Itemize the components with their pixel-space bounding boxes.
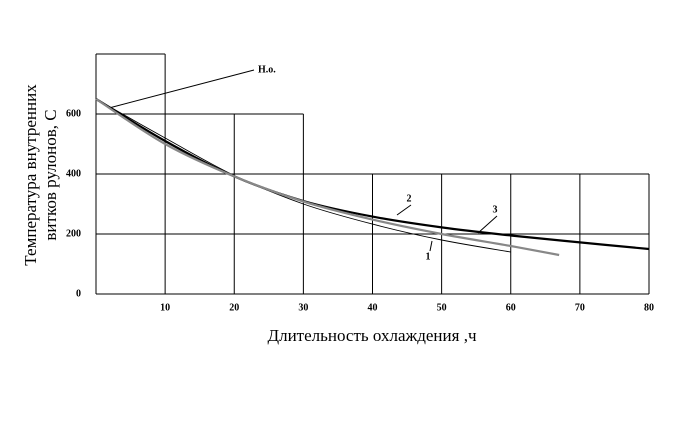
annotation-leader [108,69,255,109]
y-tick-label: 400 [66,168,81,179]
x-tick-label: 10 [160,302,170,313]
annotation: Н.о. [258,64,276,75]
x-axis-title: Длительность охлаждения ,ч [268,326,477,345]
series-label-leader [477,215,498,234]
x-tick-label: 60 [506,302,516,313]
y-axis-title: витков рулонов, С [41,109,60,240]
series-label-leader [429,240,433,252]
series-label: 1 [426,251,431,262]
y-tick-label: 200 [66,228,81,239]
y-tick-label: 600 [66,108,81,119]
series-line [95,98,650,251]
y-tick-label: 0 [76,288,81,299]
x-tick-label: 40 [368,302,378,313]
x-tick-label: 20 [229,302,239,313]
x-tick-label: 30 [298,302,308,313]
series-label: 2 [407,193,412,204]
x-tick-label: 70 [575,302,585,313]
x-tick-label: 80 [644,302,654,313]
series-label: 3 [493,204,498,215]
series-line [95,98,511,253]
series-line [95,98,560,257]
y-axis-title: Температура внутренних [21,84,40,266]
x-tick-label: 50 [437,302,447,313]
series-label-leader [396,204,412,216]
